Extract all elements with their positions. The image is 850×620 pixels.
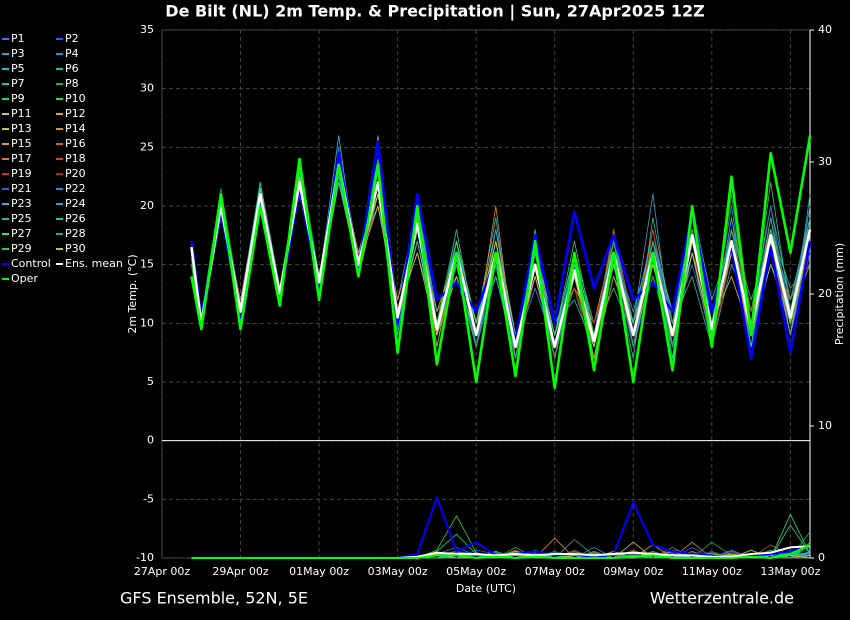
- legend-label: P25: [11, 212, 32, 225]
- legend-label: P8: [65, 77, 79, 90]
- legend-label: P20: [65, 167, 86, 180]
- y-tick-label: 10: [140, 316, 154, 329]
- legend-label: P19: [11, 167, 32, 180]
- y-tick-label: 0: [147, 434, 154, 447]
- legend-label: P11: [11, 107, 32, 120]
- x-tick-label: 11May 00z: [682, 565, 742, 578]
- legend-label: P28: [65, 227, 86, 240]
- legend-label: P5: [11, 62, 25, 75]
- legend-label: P18: [65, 152, 86, 165]
- legend-label: P27: [11, 227, 32, 240]
- precip-line: [191, 543, 811, 559]
- legend-label: P13: [11, 122, 32, 135]
- x-axis-label: Date (UTC): [456, 582, 516, 595]
- x-tick-label: 29Apr 00z: [212, 565, 269, 578]
- legend-label: P6: [65, 62, 79, 75]
- legend-label: P10: [65, 92, 86, 105]
- legend-label: P3: [11, 47, 25, 60]
- legend-label: P14: [65, 122, 86, 135]
- y-tick-label: -10: [136, 551, 154, 564]
- x-tick-label: 01May 00z: [289, 565, 349, 578]
- x-tick-label: 03May 00z: [368, 565, 428, 578]
- x-tick-label: 13May 00z: [760, 565, 820, 578]
- temp-line: [190, 135, 812, 390]
- y2-tick-label: 10: [818, 419, 832, 432]
- legend-label: Ens. mean: [65, 257, 123, 270]
- legend-label: P30: [65, 242, 86, 255]
- legend-label: P29: [11, 242, 32, 255]
- legend-label: P4: [65, 47, 79, 60]
- y-tick-label: 15: [140, 258, 154, 271]
- y-tick-label: 25: [140, 140, 154, 153]
- legend-label: P22: [65, 182, 86, 195]
- y2-axis-label: Precipitation (mm): [833, 243, 846, 345]
- legend-label: P15: [11, 137, 32, 150]
- legend-label: P23: [11, 197, 32, 210]
- legend-label: P12: [65, 107, 86, 120]
- legend-label: P7: [11, 77, 25, 90]
- legend-label: Control: [11, 257, 51, 270]
- y-tick-label: 20: [140, 199, 154, 212]
- legend-label: P9: [11, 92, 25, 105]
- x-tick-label: 27Apr 00z: [134, 565, 191, 578]
- chart-title: De Bilt (NL) 2m Temp. & Precipitation | …: [165, 2, 704, 22]
- legend-label: Oper: [11, 272, 38, 285]
- y-axis-label: 2m Temp. (°C): [126, 254, 139, 333]
- y2-tick-label: 0: [818, 551, 825, 564]
- y2-tick-label: 40: [818, 23, 832, 36]
- legend-label: P2: [65, 32, 79, 45]
- legend-label: P24: [65, 197, 86, 210]
- legend-label: P16: [65, 137, 86, 150]
- x-tick-label: 09May 00z: [603, 565, 663, 578]
- y2-tick-label: 20: [818, 287, 832, 300]
- legend-label: P26: [65, 212, 86, 225]
- y-tick-label: 30: [140, 82, 154, 95]
- y2-tick-label: 30: [818, 155, 832, 168]
- legend-label: P17: [11, 152, 32, 165]
- y-tick-label: 35: [140, 23, 154, 36]
- legend-label: P21: [11, 182, 32, 195]
- x-tick-label: 05May 00z: [446, 565, 506, 578]
- footer-site: Wetterzentrale.de: [650, 589, 794, 608]
- y-tick-label: 5: [147, 375, 154, 388]
- x-tick-label: 07May 00z: [525, 565, 585, 578]
- footer-source: GFS Ensemble, 52N, 5E: [120, 589, 308, 608]
- legend-label: P1: [11, 32, 25, 45]
- y-tick-label: -5: [143, 492, 154, 505]
